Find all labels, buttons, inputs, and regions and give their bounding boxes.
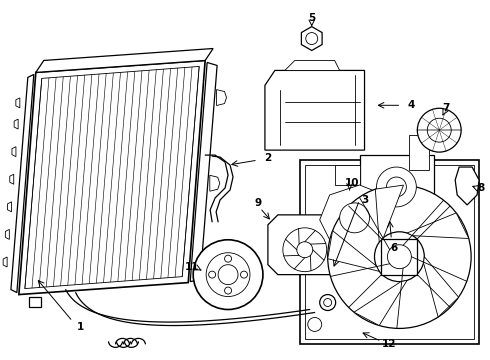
Polygon shape — [407, 213, 469, 238]
Circle shape — [427, 118, 451, 142]
Polygon shape — [455, 167, 479, 205]
Circle shape — [340, 203, 369, 233]
Polygon shape — [7, 202, 12, 212]
Bar — [360, 155, 434, 220]
Circle shape — [328, 185, 471, 328]
Polygon shape — [10, 174, 14, 184]
Circle shape — [324, 298, 332, 306]
Polygon shape — [335, 165, 360, 185]
Polygon shape — [217, 90, 226, 105]
Text: 6: 6 — [391, 243, 398, 253]
Polygon shape — [265, 71, 365, 150]
Polygon shape — [354, 280, 407, 325]
Text: 7: 7 — [442, 103, 450, 113]
Circle shape — [297, 242, 313, 258]
Polygon shape — [210, 175, 220, 191]
Text: 5: 5 — [308, 13, 316, 23]
Polygon shape — [12, 147, 16, 157]
Bar — [300, 160, 479, 345]
Polygon shape — [14, 119, 18, 129]
Polygon shape — [301, 27, 322, 50]
Circle shape — [306, 32, 318, 45]
Circle shape — [241, 271, 247, 278]
Circle shape — [308, 318, 322, 332]
Circle shape — [206, 253, 250, 297]
Circle shape — [224, 255, 232, 262]
Bar — [382, 239, 417, 275]
Polygon shape — [375, 185, 404, 242]
Polygon shape — [285, 60, 340, 71]
Text: 12: 12 — [382, 339, 397, 349]
Polygon shape — [3, 257, 7, 267]
Polygon shape — [11, 75, 34, 293]
Polygon shape — [5, 229, 9, 239]
Polygon shape — [16, 98, 20, 108]
Text: 1: 1 — [77, 323, 84, 332]
Circle shape — [218, 265, 238, 285]
Circle shape — [388, 245, 412, 269]
Polygon shape — [19, 60, 205, 294]
Text: 4: 4 — [408, 100, 415, 110]
Circle shape — [417, 108, 461, 152]
Text: 8: 8 — [477, 183, 485, 193]
Polygon shape — [319, 185, 390, 250]
Text: 2: 2 — [264, 153, 271, 163]
Circle shape — [387, 177, 406, 197]
Text: 11: 11 — [185, 262, 199, 272]
Bar — [305, 165, 474, 339]
Text: 10: 10 — [344, 178, 359, 188]
Circle shape — [376, 167, 416, 207]
Polygon shape — [328, 231, 379, 271]
Circle shape — [374, 232, 424, 282]
Circle shape — [209, 271, 216, 278]
Text: 3: 3 — [361, 195, 368, 205]
Polygon shape — [29, 297, 41, 306]
Polygon shape — [36, 49, 213, 72]
Polygon shape — [409, 135, 429, 170]
Circle shape — [193, 240, 263, 310]
Circle shape — [224, 287, 232, 294]
Polygon shape — [190, 62, 217, 282]
Circle shape — [319, 294, 336, 310]
Polygon shape — [268, 215, 343, 275]
Circle shape — [283, 228, 327, 272]
Polygon shape — [423, 257, 459, 317]
Text: 9: 9 — [254, 198, 262, 208]
